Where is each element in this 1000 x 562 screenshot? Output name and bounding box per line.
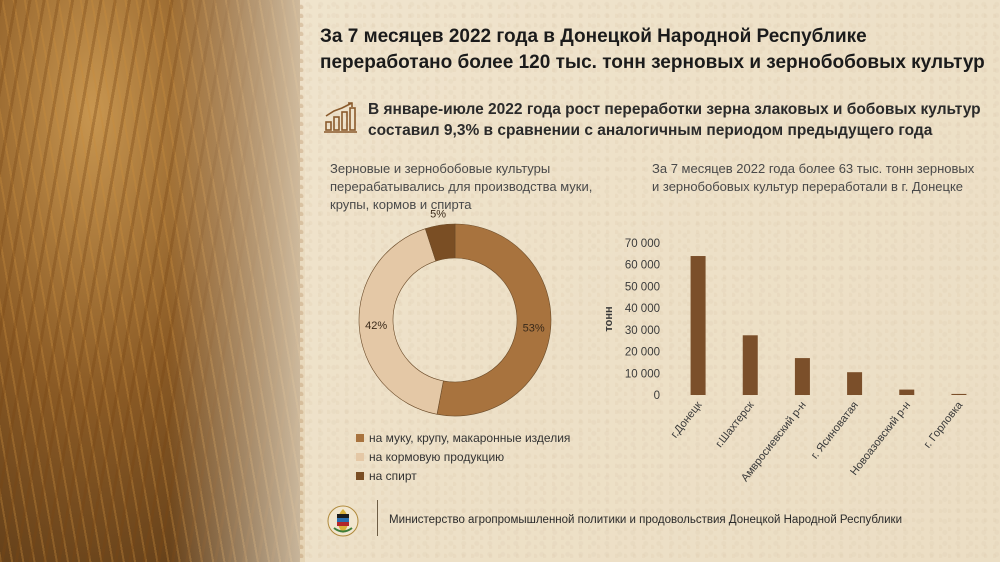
page-title-line-1: За 7 месяцев 2022 года в Донецкой Народн… xyxy=(320,26,867,47)
legend-item: на кормовую продукцию xyxy=(356,447,570,466)
footer-ministry-name: Министерство агропромышленной политики и… xyxy=(389,514,903,526)
bar xyxy=(690,256,706,395)
legend-label: на спирт xyxy=(369,468,417,483)
footer-divider xyxy=(377,500,378,536)
x-tick-label: г. Ясиноватая xyxy=(809,399,861,461)
y-tick-label: 0 xyxy=(654,390,660,402)
x-tick-label: г.Шахтерск xyxy=(713,399,756,450)
processing-purpose-donut-chart: 53% 42% 5% xyxy=(358,208,552,417)
legend-swatch xyxy=(356,452,364,461)
x-tick-label: Новоазовский р-н xyxy=(848,399,913,477)
highlight-line-1: В январе-июле 2022 года рост переработки… xyxy=(368,101,981,118)
bar xyxy=(742,335,758,395)
bar-description: За 7 месяцев 2022 года более 63 тыс. тон… xyxy=(652,161,975,194)
y-tick-label: 30 000 xyxy=(625,325,660,337)
legend-item: на муку, крупу, макаронные изделия xyxy=(356,428,570,447)
donut-description: Зерновые и зернобобовые культуры перераб… xyxy=(330,161,593,212)
donut-legend: на муку, крупу, макаронные изделия на кор… xyxy=(356,428,570,485)
y-tick-label: 20 000 xyxy=(625,347,660,359)
x-tick-label: г.Донецк xyxy=(669,399,705,440)
donut-slice xyxy=(358,228,444,415)
y-tick-label: 60 000 xyxy=(625,260,660,272)
bar xyxy=(951,393,967,395)
donut-value-label: 5% xyxy=(430,208,446,220)
legend-swatch xyxy=(356,433,364,442)
bar xyxy=(899,389,915,395)
page-title: За 7 месяцев 2022 года в Донецкой Народн… xyxy=(320,24,990,76)
ministry-emblem-icon xyxy=(327,505,359,537)
y-tick-label: 50 000 xyxy=(625,281,660,293)
growth-chart-icon xyxy=(324,102,357,133)
legend-label: на муку, крупу, макаронные изделия xyxy=(369,430,571,445)
donut-slice xyxy=(436,223,552,417)
city-processing-bar-chart: тонн 0 10 000 20 000 30 000 40 000 50 000 60 00… xyxy=(603,238,967,484)
y-tick-label: 70 000 xyxy=(625,238,660,250)
page-title-line-2: переработано более 120 тыс. тонн зерновы… xyxy=(320,52,985,73)
content-panel xyxy=(305,0,1000,562)
y-tick-label: 40 000 xyxy=(625,303,660,315)
bar xyxy=(847,372,863,395)
legend-label: на кормовую продукцию xyxy=(369,449,505,464)
donut-value-label: 53% xyxy=(523,322,545,334)
wheat-background-image xyxy=(0,0,310,562)
legend-item: на спирт xyxy=(356,466,570,485)
donut-value-label: 42% xyxy=(365,320,387,332)
donut-slice xyxy=(424,223,456,262)
highlight-text: В январе-июле 2022 года рост переработки… xyxy=(368,99,988,141)
y-tick-label: 10 000 xyxy=(625,368,660,380)
highlight-line-2: составил 9,3% в сравнении с аналогичным … xyxy=(368,122,933,139)
bar xyxy=(794,358,810,395)
x-tick-label: г. Горловка xyxy=(922,399,966,451)
y-axis-title: тонн xyxy=(603,306,615,331)
legend-swatch xyxy=(356,471,364,480)
